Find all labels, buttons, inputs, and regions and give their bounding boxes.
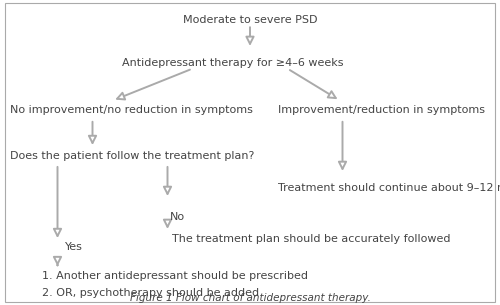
- Text: Figure 1 Flow chart of antidepressant therapy.: Figure 1 Flow chart of antidepressant th…: [130, 293, 370, 303]
- Text: Improvement/reduction in symptoms: Improvement/reduction in symptoms: [278, 105, 484, 115]
- Text: Treatment should continue about 9–12 months: Treatment should continue about 9–12 mon…: [278, 183, 500, 192]
- Text: Does the patient follow the treatment plan?: Does the patient follow the treatment pl…: [10, 151, 254, 160]
- Text: Yes: Yes: [65, 242, 83, 252]
- Text: 2. OR, psychotherapy should be added: 2. OR, psychotherapy should be added: [42, 288, 260, 298]
- Text: No: No: [170, 212, 185, 221]
- Text: Moderate to severe PSD: Moderate to severe PSD: [183, 15, 318, 25]
- Text: Antidepressant therapy for ≥4–6 weeks: Antidepressant therapy for ≥4–6 weeks: [122, 58, 343, 67]
- Text: The treatment plan should be accurately followed: The treatment plan should be accurately …: [172, 235, 451, 244]
- Text: 1. Another antidepressant should be prescribed: 1. Another antidepressant should be pres…: [42, 271, 308, 281]
- Text: No improvement/no reduction in symptoms: No improvement/no reduction in symptoms: [10, 105, 253, 115]
